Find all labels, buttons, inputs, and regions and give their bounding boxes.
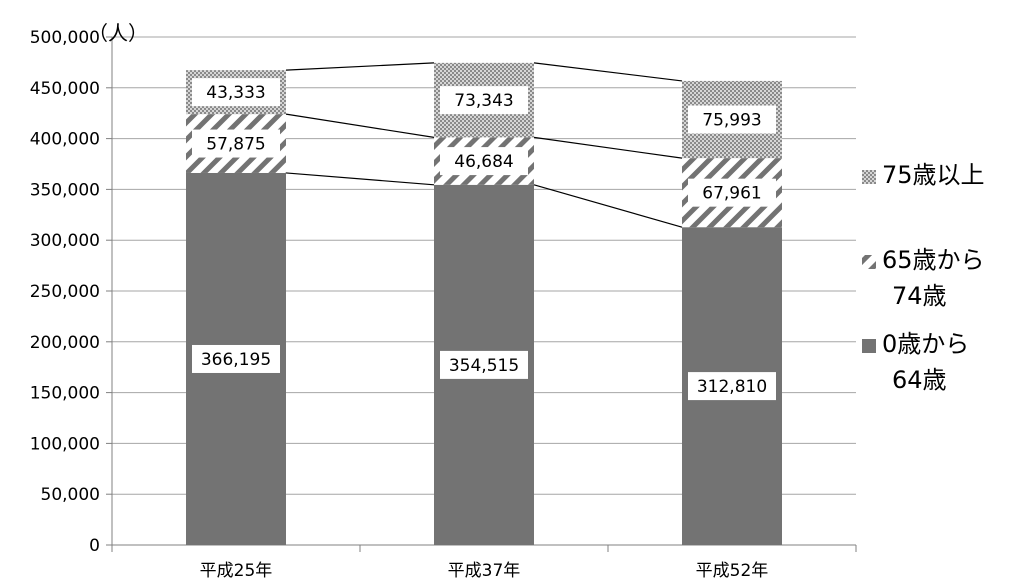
data-label: 312,810 [697,377,767,397]
series-line [533,136,683,159]
y-tick-label: 350,000 [30,180,100,200]
data-label: 46,684 [454,152,513,172]
legend-label: 74歳 [892,282,947,310]
series-line [285,113,435,138]
x-tick-label: 平成52年 [696,561,769,581]
data-label: 57,875 [206,135,265,155]
y-unit-label: （人） [88,21,148,45]
y-tick-label: 450,000 [30,79,100,99]
series-line [533,184,683,228]
legend-swatch [862,339,876,353]
y-tick-label: 150,000 [30,384,100,404]
data-label: 75,993 [702,111,761,131]
series-line [533,62,683,82]
y-tick-label: 250,000 [30,282,100,302]
data-label: 43,333 [206,83,265,103]
data-label: 354,515 [449,356,519,376]
legend-label: 65歳から [882,246,985,274]
legend-swatch [862,255,876,269]
series-line [285,172,435,186]
data-label-box [440,147,528,176]
axes: 0 50,000 100,000 150,000 200,000 250,000 300,0… [30,28,857,581]
y-tick-label: 300,000 [30,231,100,251]
y-tick-label: 500,000 [30,28,100,48]
data-label: 73,343 [454,91,513,111]
y-tick-label: 100,000 [30,434,100,454]
legend-label: 64歳 [892,366,947,394]
legend-label: 75歳以上 [882,161,985,189]
data-label-box [440,86,528,115]
data-label-box [192,78,280,107]
legend: 75歳以上 65歳から 74歳 0歳から 64歳 [862,161,985,394]
x-tick-label: 平成37年 [448,561,521,581]
y-tick-label: 200,000 [30,333,100,353]
y-tick-label: 50,000 [41,485,100,505]
data-label: 366,195 [201,350,271,370]
data-label-box [688,178,776,207]
data-label-box [192,129,280,158]
series-line [285,62,435,71]
y-tick-label: 0 [89,536,100,556]
legend-label: 0歳から [882,330,969,358]
data-label-box [688,105,776,134]
data-labels: 366,195 354,515 312,810 57,875 46,684 67,961 4… [192,78,776,401]
data-label-box [440,350,528,379]
y-tick-label: 400,000 [30,130,100,150]
legend-swatch [862,170,876,184]
series-lines [285,62,683,228]
data-label: 67,961 [702,184,761,204]
data-label-box [192,344,280,373]
data-label-box [688,372,776,401]
x-tick-label: 平成25年 [200,561,273,581]
